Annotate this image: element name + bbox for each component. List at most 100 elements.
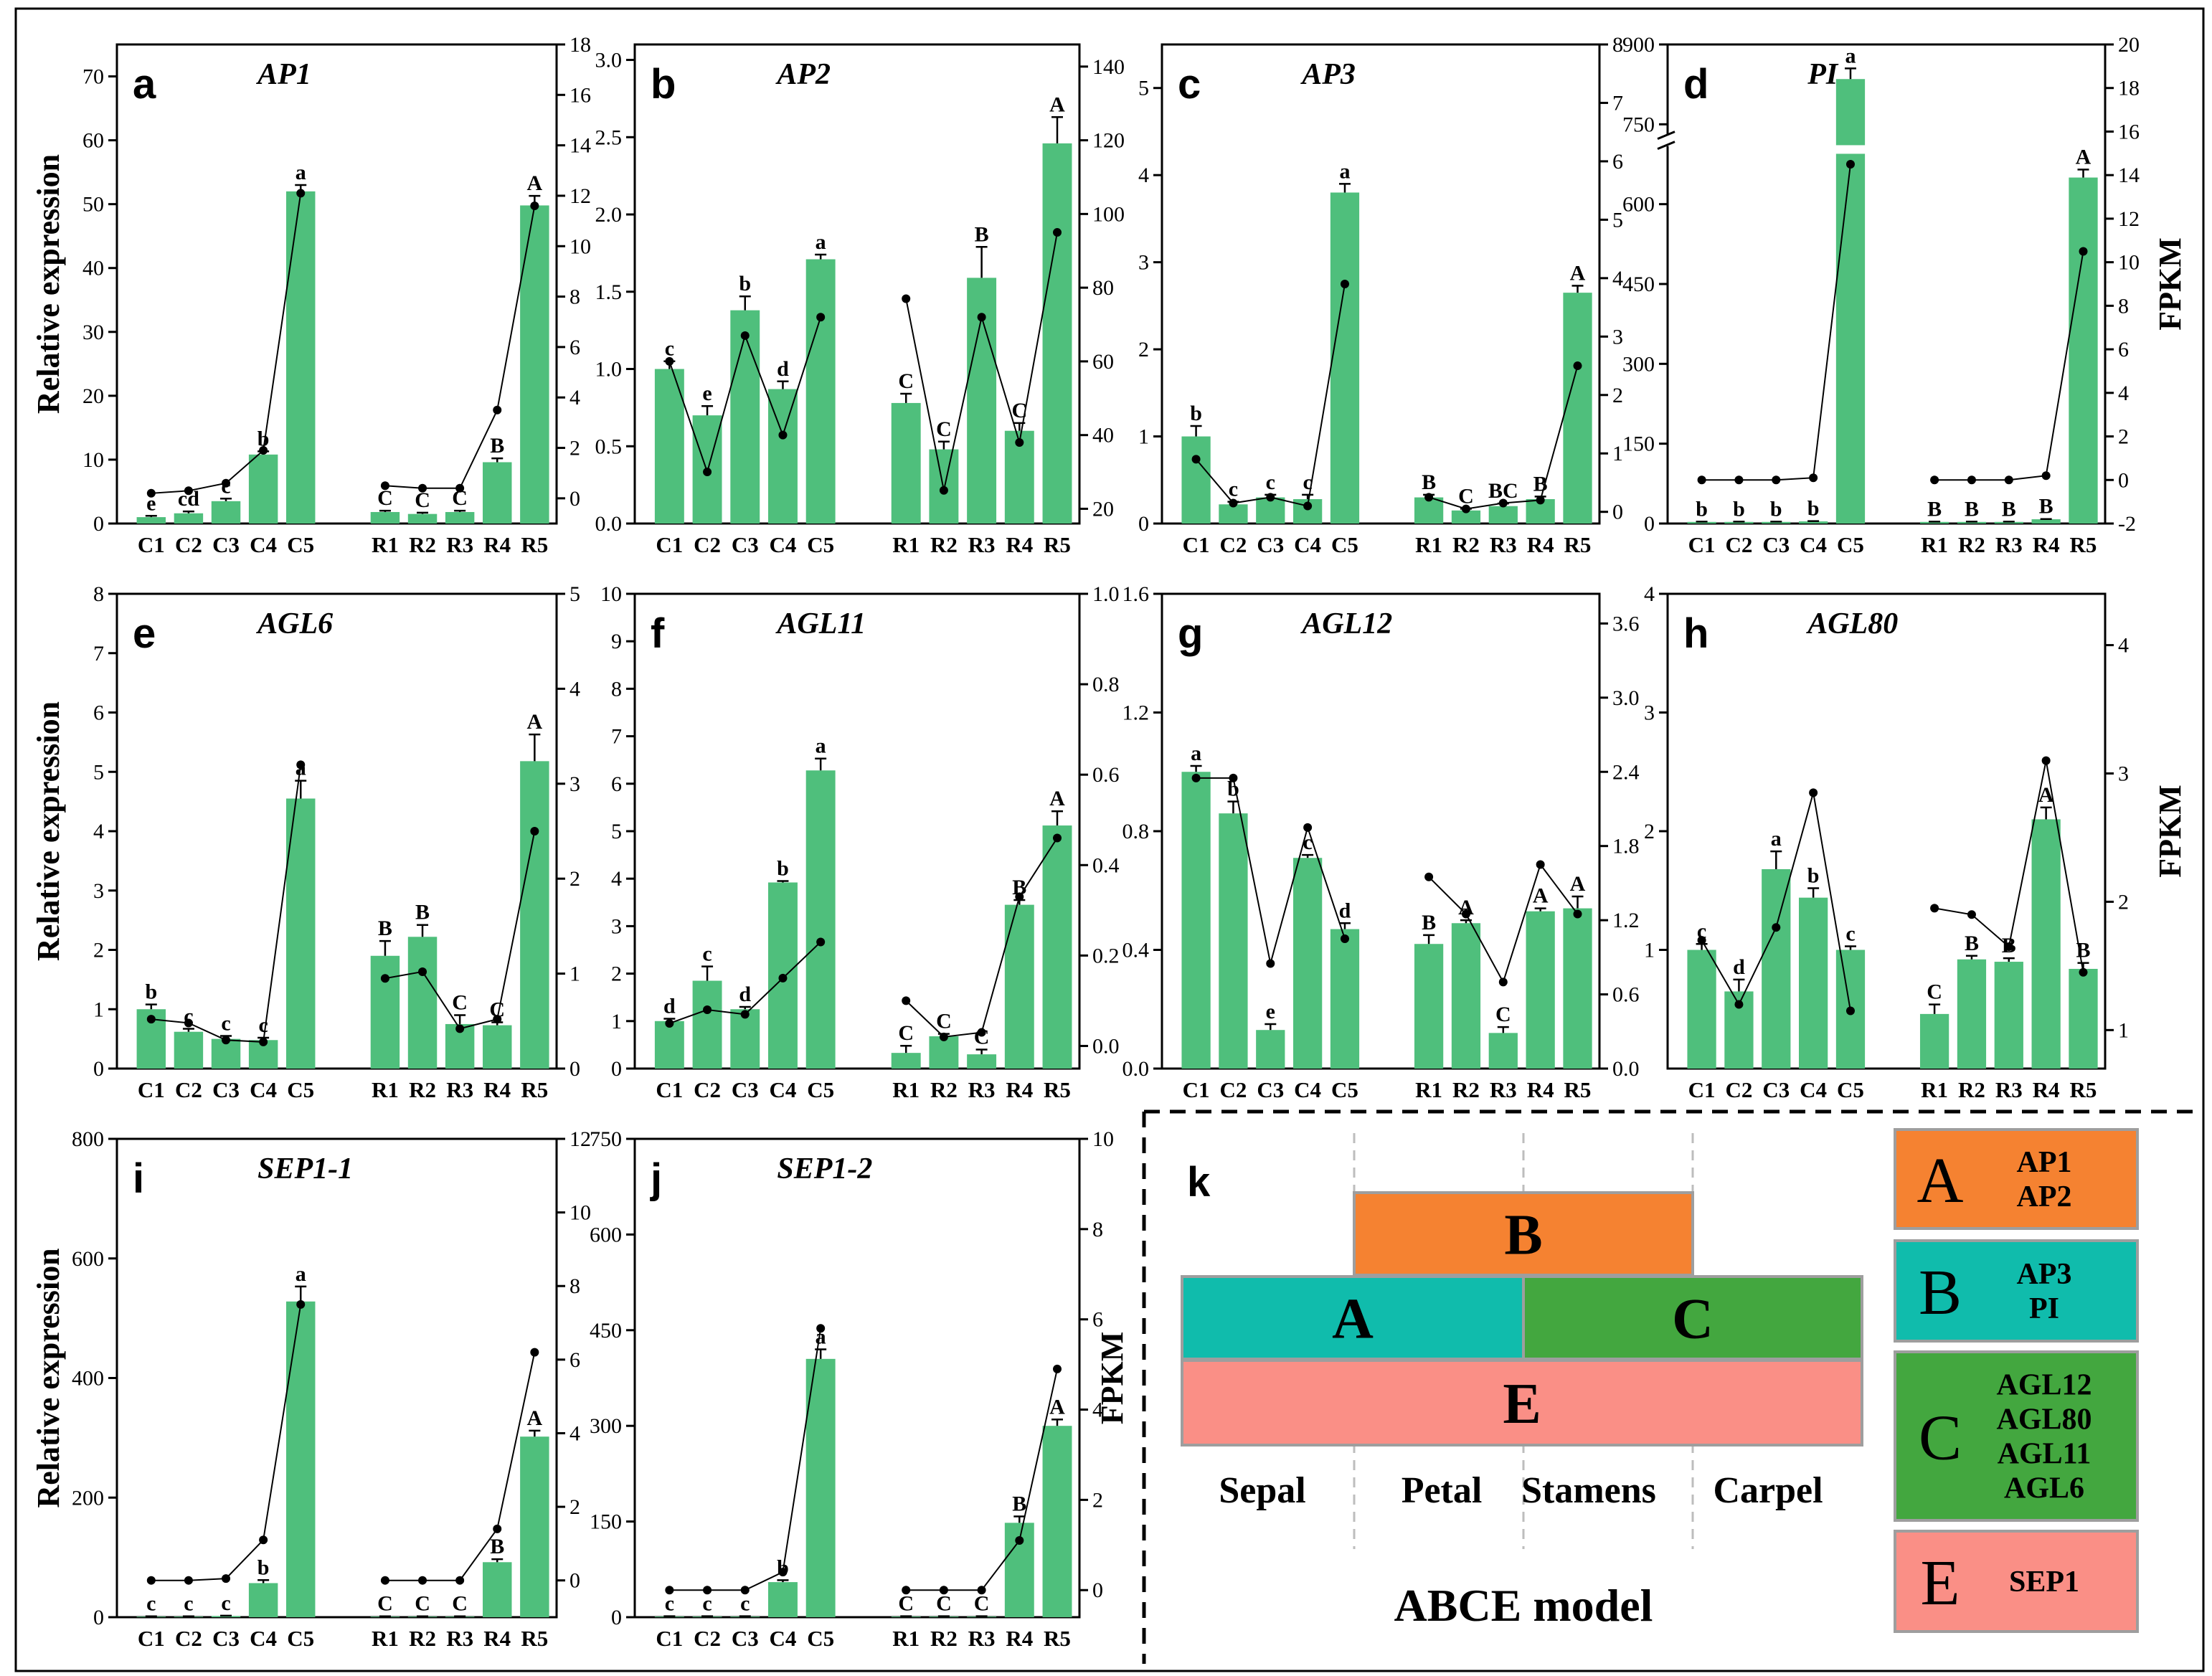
bar-C2: [692, 980, 722, 1069]
fpkm-point: [146, 1015, 156, 1024]
left-tick-label: 2: [1644, 820, 1655, 843]
category-label: C5: [287, 1077, 314, 1102]
fpkm-point: [816, 937, 826, 947]
panel-letter: f: [651, 610, 665, 657]
significance-label: C: [452, 991, 468, 1015]
category-label: C4: [770, 532, 797, 557]
fpkm-point: [1809, 473, 1818, 483]
significance-label: B: [490, 434, 504, 458]
fpkm-point: [1967, 475, 1976, 485]
model-block-label: B: [1504, 1204, 1542, 1267]
bar-C5: [1330, 929, 1360, 1069]
fpkm-point: [1303, 501, 1313, 511]
significance-label: C: [489, 998, 505, 1021]
bar-R5: [1563, 293, 1592, 524]
significance-label: c: [702, 1592, 712, 1616]
left-tick-label: 4: [1644, 582, 1655, 606]
category-label: R5: [2070, 1077, 2097, 1102]
bar-C5: [286, 1301, 316, 1617]
category-label: C4: [250, 532, 277, 557]
significance-label: a: [296, 1262, 306, 1286]
left-tick-label: 800: [72, 1127, 104, 1151]
category-label: R4: [2033, 532, 2060, 557]
significance-label: C: [415, 488, 430, 512]
bar-C4: [1799, 521, 1828, 524]
panel-letter: e: [133, 610, 156, 657]
left-tick-label: 7: [93, 642, 104, 666]
bar-R5: [2069, 177, 2098, 524]
bar-R1: [891, 1053, 921, 1069]
bar-C3: [211, 1616, 241, 1617]
category-label: R2: [930, 1077, 958, 1102]
significance-label: B: [378, 917, 392, 940]
significance-label: C: [452, 486, 468, 510]
left-tick-label: 400: [72, 1367, 104, 1391]
gene-title: SEP1-1: [257, 1152, 353, 1185]
fpkm-point: [184, 486, 193, 496]
significance-label: A: [2076, 145, 2092, 169]
bar-C2: [1219, 813, 1248, 1069]
gene-title: AP2: [775, 58, 831, 91]
fpkm-point: [259, 1037, 268, 1046]
legend-gene: AP1: [2017, 1146, 2072, 1179]
category-label: C2: [175, 1077, 202, 1102]
category-label: R1: [1415, 532, 1442, 557]
left-tick-label: 60: [82, 129, 104, 153]
fpkm-point: [1573, 361, 1582, 371]
left-tick-label: 5: [93, 760, 104, 784]
fpkm-point: [380, 481, 389, 491]
right-tick-label: 1: [1612, 442, 1623, 465]
right-tick-label: 0.0: [1612, 1057, 1640, 1081]
category-label: R1: [1921, 532, 1948, 557]
left-tick-label: 150: [1622, 432, 1655, 456]
gene-title: AGL80: [1805, 607, 1898, 640]
significance-label: c: [1845, 922, 1855, 946]
left-tick-label: 1: [1644, 939, 1655, 962]
fpkm-point: [1266, 959, 1275, 968]
bar-R2: [1451, 923, 1481, 1069]
category-label: R5: [521, 532, 548, 557]
right-tick-label: 40: [1092, 424, 1114, 448]
left-tick-label: 2.5: [595, 126, 623, 149]
right-tick-label: 8: [1092, 1218, 1103, 1241]
category-label: R5: [1044, 1626, 1071, 1651]
significance-label: c: [665, 1592, 674, 1616]
legend-box-E: [1894, 1530, 2139, 1633]
left-tick-label: 3: [1644, 701, 1655, 725]
right-tick-label: 18: [569, 33, 591, 57]
bar-C5: [286, 191, 316, 524]
fpkm-point: [530, 202, 539, 211]
right-tick-label: 2: [1612, 384, 1623, 407]
category-label: R2: [1958, 532, 1985, 557]
left-tick-label: 1: [93, 998, 104, 1021]
panel-letter: c: [1178, 61, 1201, 108]
category-label: R4: [483, 1077, 511, 1102]
category-label: R1: [892, 532, 920, 557]
bar-C5: [1330, 192, 1360, 524]
left-tick-label: 0: [611, 1057, 622, 1081]
y-left-title: Relative expression: [31, 154, 66, 414]
bar-C1: [1687, 950, 1716, 1069]
fpkm-point: [1967, 910, 1976, 919]
fpkm-point: [418, 967, 427, 976]
plot-frame: [633, 43, 1081, 525]
gene-title: AP3: [1300, 58, 1356, 91]
panel-letter: a: [133, 61, 156, 108]
category-label: C5: [1331, 1077, 1358, 1102]
fpkm-point: [816, 313, 826, 322]
panel-i: 0 200 400 600 800 0 2 4 6 8 10 12 c C1 c C2 c C3 b C4 a C5 C R1…: [31, 1127, 591, 1651]
significance-label: C: [974, 1592, 990, 1616]
category-label: R2: [1452, 1077, 1480, 1102]
significance-label: A: [527, 710, 543, 734]
significance-label: d: [663, 994, 676, 1018]
category-label: R1: [372, 1077, 399, 1102]
right-tick-label: 8: [569, 1274, 580, 1298]
bar-C4: [248, 454, 278, 524]
right-tick-label: 3.6: [1612, 612, 1640, 635]
bar-C1: [1687, 521, 1716, 524]
category-label: C4: [1800, 1077, 1827, 1102]
gene-title: AGL12: [1300, 607, 1392, 640]
fpkm-point: [1191, 455, 1201, 464]
fpkm-point: [740, 1586, 750, 1595]
left-tick-label: 600: [590, 1223, 622, 1246]
